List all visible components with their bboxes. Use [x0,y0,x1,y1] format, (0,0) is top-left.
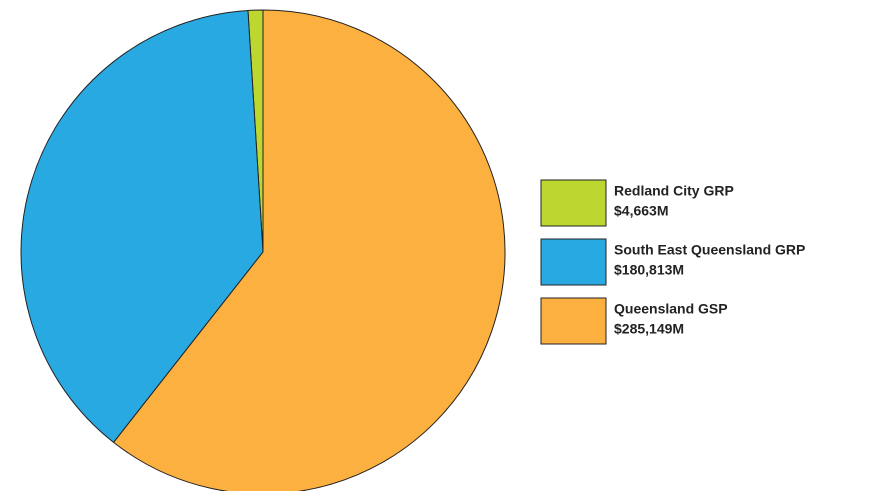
pie-slice [112,9,506,491]
legend-value: $4,663M [614,203,668,219]
legend-label: Redland City GRP [614,183,734,199]
legend-value: $180,813M [614,262,684,278]
legend-label: South East Queensland GRP [614,242,805,258]
legend-swatch [540,297,607,345]
legend-label: Queensland GSP [614,301,728,317]
legend-swatch [540,238,607,286]
pie-slice [20,9,264,444]
legend-value: $285,149M [614,321,684,337]
legend-swatch [540,179,607,227]
